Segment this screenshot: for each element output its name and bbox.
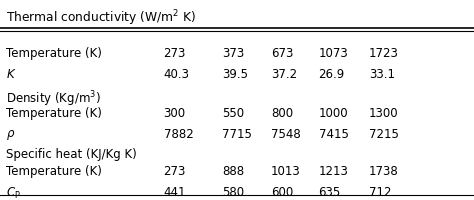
Text: 273: 273 <box>164 47 186 60</box>
Text: 1073: 1073 <box>319 47 348 60</box>
Text: 300: 300 <box>164 106 186 119</box>
Text: 1300: 1300 <box>369 106 398 119</box>
Text: 1738: 1738 <box>369 164 399 177</box>
Text: 273: 273 <box>164 164 186 177</box>
Text: Temperature (K): Temperature (K) <box>6 106 101 119</box>
Text: 373: 373 <box>222 47 244 60</box>
Text: 26.9: 26.9 <box>319 68 345 81</box>
Text: 7215: 7215 <box>369 127 399 140</box>
Text: Density (Kg/m$^3$): Density (Kg/m$^3$) <box>6 89 100 109</box>
Text: 712: 712 <box>369 185 391 198</box>
Text: Specific heat (KJ/Kg K): Specific heat (KJ/Kg K) <box>6 147 137 160</box>
Text: $C_\mathrm{P}$: $C_\mathrm{P}$ <box>6 185 20 200</box>
Text: 441: 441 <box>164 185 186 198</box>
Text: 7415: 7415 <box>319 127 348 140</box>
Text: 7548: 7548 <box>271 127 301 140</box>
Text: 33.1: 33.1 <box>369 68 395 81</box>
Text: Thermal conductivity (W/m$^2$ K): Thermal conductivity (W/m$^2$ K) <box>6 8 196 28</box>
Text: Temperature (K): Temperature (K) <box>6 47 101 60</box>
Text: 600: 600 <box>271 185 293 198</box>
Text: 888: 888 <box>222 164 244 177</box>
Text: 550: 550 <box>222 106 244 119</box>
Text: 800: 800 <box>271 106 293 119</box>
Text: $K$: $K$ <box>6 68 16 81</box>
Text: 7715: 7715 <box>222 127 252 140</box>
Text: Temperature (K): Temperature (K) <box>6 164 101 177</box>
Text: 1013: 1013 <box>271 164 301 177</box>
Text: 1213: 1213 <box>319 164 348 177</box>
Text: 37.2: 37.2 <box>271 68 297 81</box>
Text: 39.5: 39.5 <box>222 68 248 81</box>
Text: 40.3: 40.3 <box>164 68 190 81</box>
Text: 1000: 1000 <box>319 106 348 119</box>
Text: 7882: 7882 <box>164 127 193 140</box>
Text: 635: 635 <box>319 185 341 198</box>
Text: 580: 580 <box>222 185 244 198</box>
Text: 673: 673 <box>271 47 293 60</box>
Text: 1723: 1723 <box>369 47 399 60</box>
Text: $\rho$: $\rho$ <box>6 127 15 141</box>
